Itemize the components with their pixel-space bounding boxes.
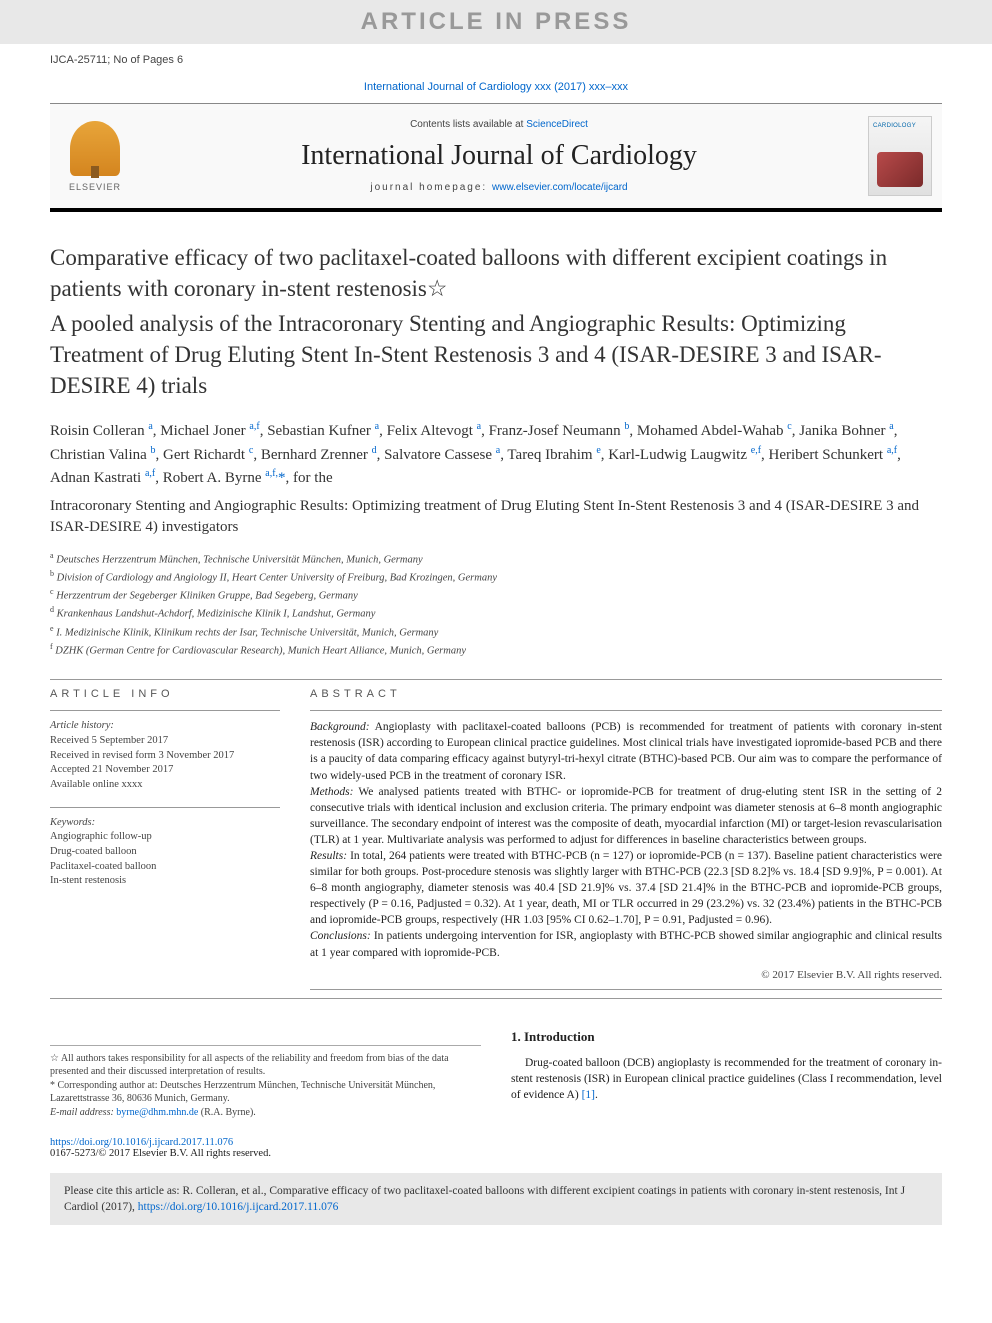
divider [310, 989, 942, 990]
divider [310, 710, 942, 711]
article-info-heading: article info [50, 688, 280, 700]
email-link[interactable]: byrne@dhm.mhn.de [116, 1107, 198, 1118]
journal-header-block: ELSEVIER Contents lists available at Sci… [50, 103, 942, 212]
history-line: Available online xxxx [50, 778, 280, 793]
doi-block: https://doi.org/10.1016/j.ijcard.2017.11… [50, 1137, 481, 1159]
journal-cover-thumbnail[interactable] [868, 116, 932, 196]
abstract-copyright: © 2017 Elsevier B.V. All rights reserved… [310, 969, 942, 981]
abstract-conclusions: In patients undergoing intervention for … [310, 930, 942, 958]
email-label: E-mail address: [50, 1107, 116, 1118]
introduction-heading: 1. Introduction [511, 1029, 942, 1045]
issn-copyright-line: 0167-5273/© 2017 Elsevier B.V. All right… [50, 1148, 481, 1159]
history-line: Received in revised form 3 November 2017 [50, 749, 280, 764]
email-suffix: (R.A. Byrne). [198, 1107, 256, 1118]
right-column: 1. Introduction Drug-coated balloon (DCB… [511, 1029, 942, 1160]
history-line: Received 5 September 2017 [50, 734, 280, 749]
intro-suffix: . [595, 1089, 598, 1101]
elsevier-logo[interactable]: ELSEVIER [60, 116, 130, 196]
article-info-column: article info Article history: Received 5… [50, 688, 280, 997]
footnotes-block: ☆ All authors takes responsibility for a… [50, 1045, 481, 1120]
divider [50, 998, 942, 999]
elsevier-label: ELSEVIER [69, 182, 121, 192]
homepage-link[interactable]: www.elsevier.com/locate/ijcard [492, 182, 628, 193]
doi-link[interactable]: https://doi.org/10.1016/j.ijcard.2017.11… [50, 1137, 481, 1148]
article-title: Comparative efficacy of two paclitaxel-c… [50, 242, 942, 304]
affiliations-list: a Deutsches Herzzentrum München, Technis… [50, 550, 942, 660]
history-label: Article history: [50, 719, 280, 734]
article-in-press-banner: ARTICLE IN PRESS [0, 0, 992, 44]
affiliation-line: c Herzzentrum der Segeberger Kliniken Gr… [50, 586, 942, 604]
affiliation-line: b Division of Cardiology and Angiology I… [50, 568, 942, 586]
history-line: Accepted 21 November 2017 [50, 763, 280, 778]
contents-available-line: Contents lists available at ScienceDirec… [130, 119, 868, 130]
affiliation-line: a Deutsches Herzzentrum München, Technis… [50, 550, 942, 568]
affiliation-line: f DZHK (German Centre for Cardiovascular… [50, 641, 942, 659]
page-container: IJCA-25711; No of Pages 6 International … [0, 44, 992, 1255]
footnote-email-line: E-mail address: byrne@dhm.mhn.de (R.A. B… [50, 1106, 481, 1120]
article-subtitle: A pooled analysis of the Intracoronary S… [50, 308, 942, 401]
citation-doi-link[interactable]: https://doi.org/10.1016/j.ijcard.2017.11… [138, 1201, 339, 1213]
body-two-column: ☆ All authors takes responsibility for a… [50, 1029, 942, 1160]
keyword-line: Paclitaxel-coated balloon [50, 860, 280, 875]
homepage-prefix: journal homepage: [370, 182, 492, 193]
keyword-line: In-stent restenosis [50, 874, 280, 889]
footnote-corresponding: * Corresponding author at: Deutsches Her… [50, 1079, 481, 1106]
footnote-star: ☆ All authors takes responsibility for a… [50, 1052, 481, 1079]
homepage-line: journal homepage: www.elsevier.com/locat… [130, 182, 868, 193]
abstract-conclusions-label: Conclusions: [310, 930, 371, 942]
article-history-block: Article history: Received 5 September 20… [50, 719, 280, 792]
reference-link-1[interactable]: [1] [582, 1089, 595, 1101]
left-column: ☆ All authors takes responsibility for a… [50, 1029, 481, 1160]
abstract-text: Background: Angioplasty with paclitaxel-… [310, 719, 942, 960]
abstract-results-label: Results: [310, 850, 347, 862]
citation-box: Please cite this article as: R. Colleran… [50, 1173, 942, 1225]
journal-name: International Journal of Cardiology [130, 140, 868, 172]
header-article-id: IJCA-25711; No of Pages 6 [50, 44, 942, 71]
affiliation-line: d Krankenhaus Landshut-Achdorf, Medizini… [50, 604, 942, 622]
journal-reference-line[interactable]: International Journal of Cardiology xxx … [50, 81, 942, 93]
intro-text: Drug-coated balloon (DCB) angioplasty is… [511, 1057, 942, 1101]
elsevier-tree-icon [70, 121, 120, 176]
introduction-paragraph: Drug-coated balloon (DCB) angioplasty is… [511, 1055, 942, 1103]
keywords-label: Keywords: [50, 816, 280, 831]
info-abstract-row: article info Article history: Received 5… [50, 688, 942, 997]
collaboration-group: Intracoronary Stenting and Angiographic … [50, 496, 942, 538]
author-list: Roisin Colleran a, Michael Joner a,f, Se… [50, 419, 942, 490]
abstract-methods: We analysed patients treated with BTHC- … [310, 786, 942, 846]
divider [50, 710, 280, 711]
keyword-line: Drug-coated balloon [50, 845, 280, 860]
abstract-results: In total, 264 patients were treated with… [310, 850, 942, 926]
contents-prefix: Contents lists available at [410, 119, 526, 130]
abstract-background-label: Background: [310, 721, 370, 733]
divider [50, 679, 942, 680]
abstract-column: abstract Background: Angioplasty with pa… [310, 688, 942, 997]
keywords-block: Keywords: Angiographic follow-upDrug-coa… [50, 816, 280, 889]
journal-center: Contents lists available at ScienceDirec… [130, 119, 868, 193]
sciencedirect-link[interactable]: ScienceDirect [526, 119, 588, 130]
abstract-methods-label: Methods: [310, 786, 353, 798]
affiliation-line: e I. Medizinische Klinik, Klinikum recht… [50, 623, 942, 641]
abstract-background: Angioplasty with paclitaxel-coated ballo… [310, 721, 942, 781]
keyword-line: Angiographic follow-up [50, 830, 280, 845]
divider [50, 807, 280, 808]
abstract-heading: abstract [310, 688, 942, 700]
